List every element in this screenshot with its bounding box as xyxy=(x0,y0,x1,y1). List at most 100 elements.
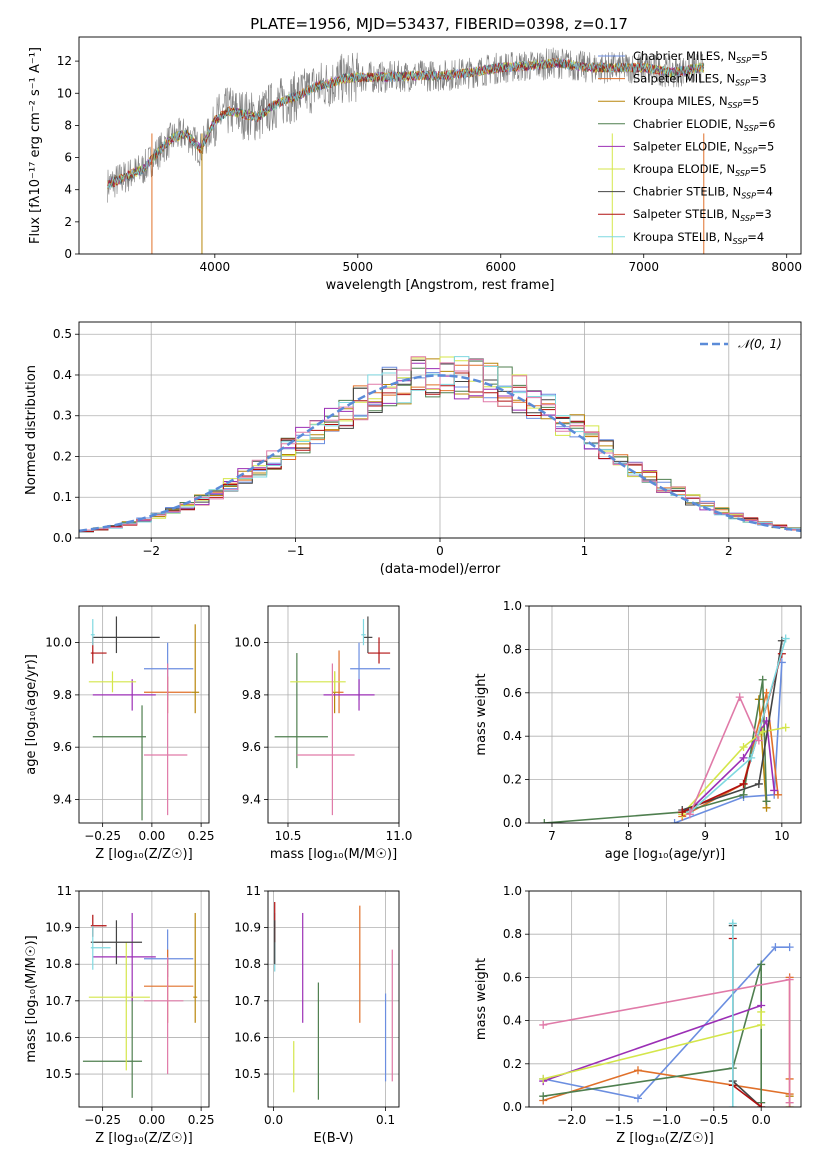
x-tick-label: 0.25 xyxy=(188,829,215,843)
weight-marker xyxy=(728,1103,737,1107)
x-tick-label: 0.0 xyxy=(264,1113,283,1127)
weight-marker xyxy=(678,808,687,817)
x-tick-label: 0.0 xyxy=(752,1113,771,1127)
x-tick-label: −1.0 xyxy=(652,1113,681,1127)
x-axis-label: Z [log₁₀(Z/Z☉)] xyxy=(95,1131,192,1146)
x-tick-label: −2 xyxy=(142,544,160,558)
x-tick-label: 10 xyxy=(774,829,789,843)
weight-marker xyxy=(770,786,779,795)
x-axis-label: age [log₁₀(age/yr)] xyxy=(605,847,726,862)
y-tick-label: 4 xyxy=(64,183,72,197)
legend-label: Salpeter ELODIE, NSSP=5 xyxy=(633,139,774,155)
y-tick-label: 9.8 xyxy=(242,688,261,702)
x-tick-label: 0.25 xyxy=(188,1113,215,1127)
y-tick-label: 9.4 xyxy=(242,792,261,806)
weight-marker xyxy=(785,1098,794,1107)
x-tick-label: −1.5 xyxy=(604,1113,633,1127)
weight-series xyxy=(542,1004,762,1082)
y-tick-label: 0.2 xyxy=(503,1057,522,1071)
weight-marker xyxy=(781,723,790,732)
weight-marker xyxy=(757,1020,766,1029)
weight-series xyxy=(681,726,786,815)
x-tick-label: 8 xyxy=(625,829,633,843)
y-tick-label: 0.1 xyxy=(53,490,72,504)
weight-marker xyxy=(774,790,783,799)
y-axis-label: mass weight xyxy=(474,673,489,755)
y-tick-label: 10.7 xyxy=(234,994,261,1008)
y-tick-label: 0.0 xyxy=(503,816,522,830)
y-tick-label: 1.0 xyxy=(503,599,522,613)
weight-series xyxy=(689,718,775,811)
x-tick-label: 8000 xyxy=(771,260,802,274)
y-tick-label: 10 xyxy=(57,86,72,100)
legend-label: Kroupa ELODIE, NSSP=5 xyxy=(633,162,767,178)
figure-title: PLATE=1956, MJD=53437, FIBERID=0398, z=0… xyxy=(250,15,628,33)
panel-residuals: −2 −1 0 1 2 0.0 0.1 0.2 0.3 0.4 0.5 (data-model)/er… xyxy=(24,321,802,577)
weight-marker xyxy=(633,1094,642,1103)
x-tick-label: 1 xyxy=(581,544,589,558)
y-tick-label: 1.0 xyxy=(503,884,522,898)
x-tick-label: 4000 xyxy=(200,260,231,274)
axes-frame xyxy=(267,890,400,1108)
model-spectrum xyxy=(107,58,705,189)
y-tick-label: 10.6 xyxy=(45,1030,72,1044)
x-tick-label: −0.5 xyxy=(699,1113,728,1127)
y-tick-label: 0.6 xyxy=(503,686,522,700)
y-tick-label: 2 xyxy=(64,215,72,229)
x-tick-label: 5000 xyxy=(343,260,374,274)
y-tick-label: 0 xyxy=(64,247,72,261)
y-tick-label: 9.6 xyxy=(242,740,261,754)
y-tick-label: 0.0 xyxy=(53,531,72,545)
panel-mass_vs_Z: −0.25 0.00 0.25 10.5 10.6 10.7 10.8 10.9 11 Z [lo… xyxy=(24,884,214,1146)
y-tick-label: 10.8 xyxy=(45,957,72,971)
weight-marker xyxy=(728,919,737,928)
histogram-series xyxy=(79,372,801,532)
legend-label: Salpeter MILES, NSSP=3 xyxy=(633,72,767,88)
gaussian-reference xyxy=(79,374,801,533)
axes-frame xyxy=(78,321,802,539)
x-tick-label: 0.1 xyxy=(376,1113,395,1127)
weight-marker xyxy=(685,810,694,819)
y-tick-label: 9.4 xyxy=(53,792,72,806)
y-tick-label: 0.2 xyxy=(503,773,522,787)
y-tick-label: 0.6 xyxy=(503,970,522,984)
x-axis-label: E(B-V) xyxy=(313,1131,353,1146)
weight-series xyxy=(543,964,762,1103)
y-tick-label: 10.5 xyxy=(234,1067,261,1081)
weight-marker xyxy=(540,819,549,823)
weight-marker xyxy=(739,743,748,752)
weight-marker xyxy=(539,1074,548,1083)
panel-weight_vs_Z: −2.0 −1.5 −1.0 −0.5 0.0 0.0 0.2 0.4 0.6 0.8 1.0 Z [… xyxy=(474,884,802,1146)
weight-marker xyxy=(785,943,794,952)
weight-marker xyxy=(539,1020,548,1029)
x-tick-label: 10.5 xyxy=(275,829,302,843)
x-tick-label: −0.25 xyxy=(84,829,121,843)
y-tick-label: 10.0 xyxy=(45,636,72,650)
axes-frame xyxy=(528,605,802,824)
weight-marker xyxy=(781,634,790,643)
x-axis-label: (data-model)/error xyxy=(380,562,501,577)
axes-frame xyxy=(78,36,802,255)
legend-label: Salpeter STELIB, NSSP=3 xyxy=(633,207,772,223)
y-axis-label: age [log₁₀(age/yr)] xyxy=(24,654,39,775)
x-tick-label: 0.00 xyxy=(139,829,166,843)
weight-marker xyxy=(739,790,748,799)
x-tick-label: −0.25 xyxy=(84,1113,121,1127)
model-spectrum xyxy=(107,58,705,188)
x-axis-label: mass [log₁₀(M/M☉)] xyxy=(270,847,397,862)
x-axis-label: Z [log₁₀(Z/Z☉)] xyxy=(616,1131,713,1146)
y-tick-label: 0.4 xyxy=(53,368,72,382)
y-tick-label: 0.8 xyxy=(503,927,522,941)
weight-marker xyxy=(747,753,756,762)
panel-weight_vs_age: 7 8 9 10 0.0 0.2 0.4 0.6 0.8 1.0 age [log₁₀(age/yr… xyxy=(474,599,802,862)
plot-area xyxy=(540,634,790,823)
weight-marker xyxy=(757,960,766,969)
y-tick-label: 0.5 xyxy=(53,327,72,341)
y-tick-label: 10.9 xyxy=(234,921,261,935)
weight-marker xyxy=(785,975,794,984)
plot-area xyxy=(274,901,393,1100)
y-tick-label: 9.8 xyxy=(53,688,72,702)
y-tick-label: 0.8 xyxy=(503,642,522,656)
weight-marker xyxy=(771,943,780,952)
x-tick-label: 9 xyxy=(701,829,709,843)
